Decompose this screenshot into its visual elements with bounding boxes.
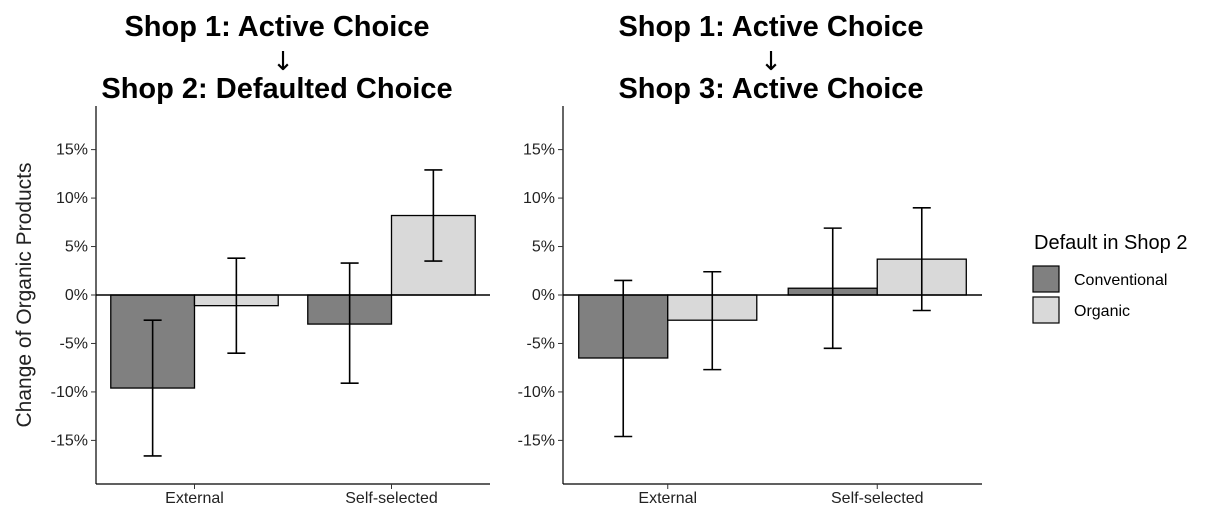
y-tick-label: 15%	[523, 142, 555, 159]
y-axis-label: Change of Organic Products	[13, 163, 36, 428]
panel-2-title-line-1: Shop 1: Active Choice	[618, 11, 923, 43]
y-tick-label: 10%	[523, 190, 555, 207]
panel-1-plot: 15% 10% 5% 0% -5% -10% -15% External Self-select…	[51, 106, 490, 506]
y-tick-label: -5%	[60, 335, 88, 352]
legend-swatch-conventional	[1032, 265, 1060, 293]
y-tick-label: -15%	[518, 432, 555, 449]
panel-1-title-line-2: Shop 2: Defaulted Choice	[101, 73, 452, 105]
y-tick-label: -5%	[527, 335, 555, 352]
y-tick-label: 0%	[532, 287, 555, 304]
x-tick-label: Self-selected	[345, 490, 438, 506]
y-tick-label: 15%	[56, 142, 88, 159]
panel-2-plot: 15% 10% 5% 0% -5% -10% -15% External Self-select…	[518, 106, 982, 506]
y-tick-label: -10%	[51, 384, 88, 401]
x-tick-label: Self-selected	[831, 490, 924, 506]
y-tick-label: 5%	[65, 239, 88, 256]
y-tick-label: 0%	[65, 287, 88, 304]
y-tick-label: -15%	[51, 432, 88, 449]
x-tick-label: External	[165, 490, 224, 506]
legend-title: Default in Shop 2	[1034, 232, 1187, 254]
legend-label-organic: Organic	[1074, 303, 1130, 320]
y-tick-label: 10%	[56, 190, 88, 207]
legend-swatch-organic	[1032, 296, 1060, 324]
panel-1-title-arrow: ↓	[272, 47, 294, 77]
y-tick-label: 5%	[532, 239, 555, 256]
panel-1-title-line-1: Shop 1: Active Choice	[124, 11, 429, 43]
panel-2-title-arrow: ↓	[760, 47, 782, 77]
y-tick-label: -10%	[518, 384, 555, 401]
panel-2-title-line-2: Shop 3: Active Choice	[618, 73, 923, 105]
x-tick-label: External	[638, 490, 697, 506]
legend-label-conventional: Conventional	[1074, 272, 1167, 289]
